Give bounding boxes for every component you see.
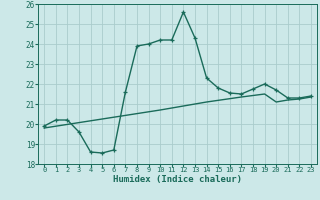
X-axis label: Humidex (Indice chaleur): Humidex (Indice chaleur)	[113, 175, 242, 184]
